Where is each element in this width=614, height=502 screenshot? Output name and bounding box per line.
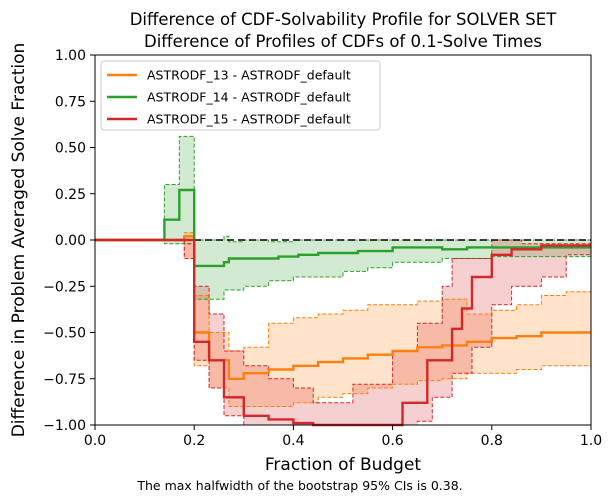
x-axis: 0.0 0.2 0.4 0.6 0.8 1.0 (84, 425, 602, 449)
legend-label-1: ASTRODF_13 - ASTRODF_default (147, 68, 351, 83)
confidence-bounds (95, 135, 591, 426)
ci-upper-2 (95, 135, 591, 243)
series-line-2 (95, 188, 591, 268)
chart-title: Difference of CDF-Solvability Profile fo… (130, 10, 558, 29)
x-tick-label: 0.8 (481, 433, 503, 449)
x-tick-label: 0.4 (282, 433, 304, 449)
legend-label-3: ASTRODF_15 - ASTRODF_default (147, 112, 351, 127)
series-line-3 (95, 238, 591, 427)
y-tick-label: 0.00 (55, 233, 86, 249)
ci-upper-3 (95, 239, 591, 404)
footnote: The max halfwidth of the bootstrap 95% C… (136, 478, 462, 493)
x-tick-label: 1.0 (580, 433, 602, 449)
legend-label-2: ASTRODF_14 - ASTRODF_default (147, 90, 351, 105)
y-tick-label: −0.25 (43, 279, 86, 295)
ci-lower-2 (95, 239, 591, 300)
x-tick-label: 0.6 (381, 433, 403, 449)
y-tick-label: −1.00 (43, 418, 86, 434)
series-lines (95, 188, 591, 427)
legend: ASTRODF_13 - ASTRODF_default ASTRODF_14 -… (100, 60, 381, 131)
ci-band-1 (95, 232, 591, 407)
x-tick-label: 0.0 (84, 433, 106, 449)
y-tick-label: −0.50 (43, 326, 86, 342)
ci-band-3 (95, 240, 591, 425)
y-tick-label: 1.00 (55, 48, 86, 64)
x-axis-label: Fraction of Budget (265, 455, 422, 475)
ci-lower-3 (95, 239, 591, 426)
y-tick-label: 0.50 (55, 141, 86, 157)
y-tick-label: 0.25 (55, 187, 86, 203)
y-axis-label: Difference in Problem Averaged Solve Fra… (9, 43, 29, 438)
legend-box (100, 60, 381, 131)
y-tick-label: 0.75 (55, 94, 86, 110)
chart-subtitle: Difference of Profiles of CDFs of 0.1-So… (144, 32, 542, 51)
x-tick-label: 0.2 (183, 433, 205, 449)
y-axis: −1.00 −0.75 −0.50 −0.25 0.00 0.25 0.50 0.75 1.00 (43, 48, 95, 434)
y-tick-label: −0.75 (43, 372, 86, 388)
ci-upper-1 (95, 232, 591, 352)
